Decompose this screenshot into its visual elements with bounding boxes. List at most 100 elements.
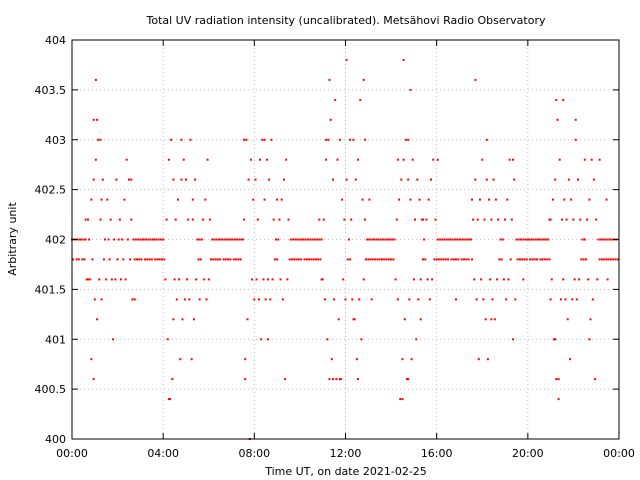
data-point	[320, 278, 323, 281]
data-point	[468, 238, 471, 241]
data-point	[474, 178, 477, 181]
data-point	[93, 298, 96, 301]
data-point	[185, 178, 187, 181]
data-point	[252, 198, 255, 201]
data-point	[345, 58, 348, 61]
data-point	[522, 238, 525, 241]
data-point	[112, 338, 114, 341]
data-point	[407, 138, 410, 141]
data-point	[337, 318, 340, 321]
data-point	[459, 238, 462, 241]
data-point	[272, 218, 275, 221]
data-point	[368, 198, 371, 201]
data-point	[188, 298, 191, 301]
data-point	[427, 198, 430, 201]
data-point	[254, 178, 257, 181]
data-point	[114, 278, 117, 281]
data-point	[430, 178, 432, 181]
data-point	[172, 318, 175, 321]
data-point	[471, 198, 473, 201]
data-point	[596, 278, 599, 281]
data-point	[355, 358, 358, 361]
data-point	[207, 278, 210, 281]
data-point	[350, 218, 353, 221]
x-tick-label: 00:00	[603, 447, 635, 460]
data-point	[455, 298, 457, 301]
data-point	[578, 278, 581, 281]
data-point	[237, 258, 240, 261]
data-point	[359, 98, 362, 101]
data-point	[497, 218, 500, 221]
data-point	[263, 198, 266, 201]
data-point	[385, 258, 388, 261]
data-point	[131, 298, 134, 301]
data-point	[514, 298, 517, 301]
data-point	[335, 378, 338, 381]
data-point	[354, 178, 357, 181]
data-point	[486, 358, 489, 361]
data-point	[87, 278, 89, 281]
data-point	[391, 238, 394, 241]
data-point	[203, 278, 206, 281]
y-tick-label: 402.5	[35, 184, 67, 197]
data-point	[396, 298, 399, 301]
data-point	[159, 238, 162, 241]
data-point	[205, 298, 208, 301]
data-point	[452, 258, 455, 261]
data-point	[267, 278, 269, 281]
data-point	[403, 318, 406, 321]
data-point	[553, 338, 555, 341]
data-point	[402, 158, 405, 161]
data-point	[418, 198, 421, 201]
data-point	[548, 218, 551, 221]
data-point	[395, 218, 398, 221]
data-point	[214, 258, 217, 261]
data-point	[123, 198, 126, 201]
data-point	[407, 378, 410, 381]
data-point	[606, 278, 609, 281]
data-point	[290, 258, 293, 261]
data-point	[490, 218, 493, 221]
data-point	[362, 278, 365, 281]
data-point	[271, 278, 274, 281]
data-point	[591, 298, 594, 301]
data-point	[521, 258, 524, 261]
data-point	[501, 238, 504, 241]
data-point	[197, 258, 200, 261]
data-point	[298, 238, 301, 241]
data-point	[128, 178, 130, 181]
data-point	[384, 238, 387, 241]
data-point	[327, 138, 330, 141]
data-point	[432, 158, 435, 161]
data-point	[243, 218, 246, 221]
data-point	[297, 258, 300, 261]
data-point	[387, 258, 390, 261]
data-point	[94, 78, 97, 81]
data-point	[140, 258, 143, 261]
data-point	[251, 278, 254, 281]
data-point	[133, 258, 136, 261]
data-point	[285, 158, 288, 161]
y-tick-label: 403	[45, 134, 66, 147]
data-point	[457, 258, 460, 261]
data-point	[141, 238, 144, 241]
data-point	[513, 178, 516, 181]
data-point	[186, 278, 189, 281]
data-point	[99, 218, 102, 221]
data-point	[256, 218, 259, 221]
data-point	[330, 358, 333, 361]
data-point	[378, 258, 381, 261]
data-point	[179, 358, 182, 361]
data-point	[494, 198, 497, 201]
data-point	[605, 198, 608, 201]
data-point	[249, 158, 252, 161]
data-point	[588, 198, 591, 201]
data-point	[228, 238, 231, 241]
data-point	[115, 178, 118, 181]
data-point	[588, 338, 591, 341]
data-point	[357, 158, 359, 161]
data-point	[448, 238, 451, 241]
data-point	[190, 358, 193, 361]
data-point	[92, 178, 95, 181]
data-point	[376, 258, 379, 261]
